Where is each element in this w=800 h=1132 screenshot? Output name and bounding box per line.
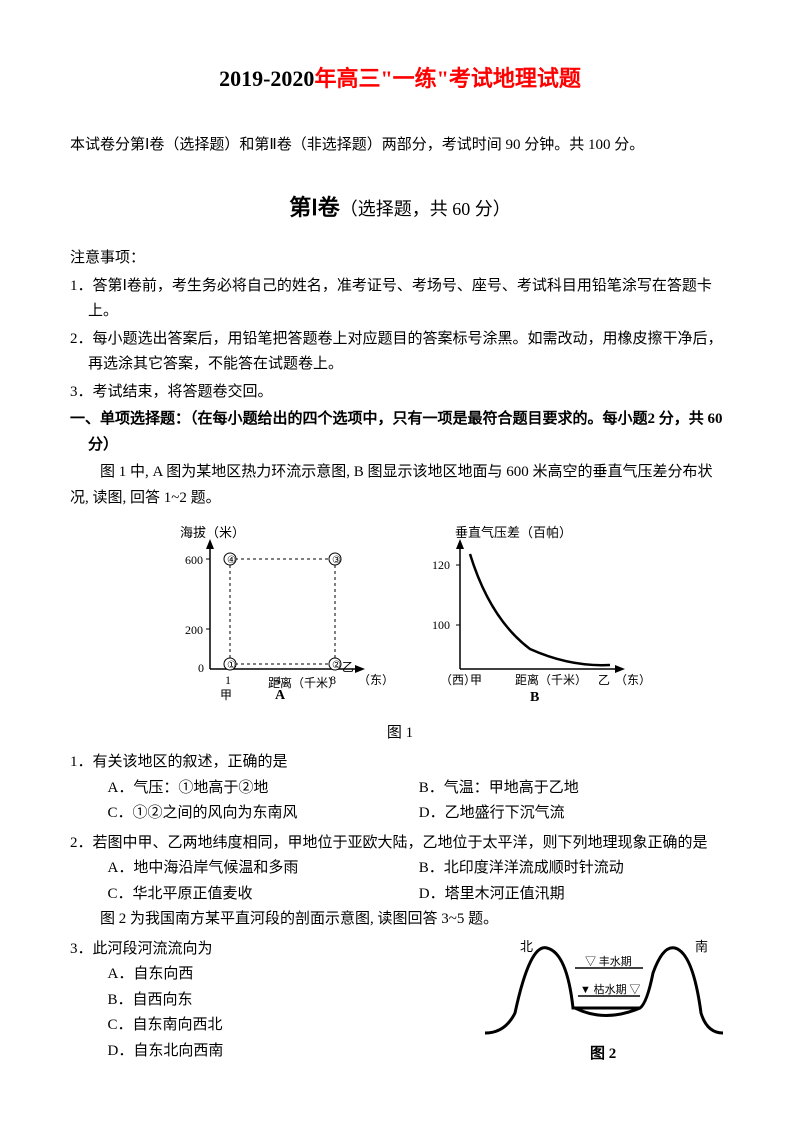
fig1-caption: 图 1	[70, 721, 730, 747]
q3-opt-c: C．自东南向西北	[108, 1013, 471, 1039]
q3-opt-b: B．自西向东	[108, 988, 471, 1014]
q3-options: A．自东向西 B．自西向东 C．自东南向西北 D．自东北向西南	[70, 962, 470, 1064]
page-title: 2019-2020年高三"一练"考试地理试题	[70, 60, 730, 97]
fig2-low-water: ▼ 枯水期 ▽	[580, 982, 640, 996]
svg-text:120: 120	[432, 558, 450, 572]
fig1-intro: 图 1 中, A 图为某地区热力环流示意图, B 图显示该地区地面与 600 米…	[70, 460, 730, 511]
chart-b-xlabel: 距离（千米）	[515, 672, 587, 687]
section-1-heading: 第Ⅰ卷（选择题，共 60 分）	[70, 189, 730, 226]
section-1-big: 第Ⅰ卷	[289, 195, 340, 220]
exam-page: 2019-2020年高三"一练"考试地理试题 本试卷分第Ⅰ卷（选择题）和第Ⅱ卷（…	[0, 0, 800, 1112]
svg-text:乙: 乙	[598, 673, 610, 687]
chart-a-panel-label: A	[275, 688, 286, 703]
section-1-small: （选择题，共 60 分）	[340, 199, 511, 219]
chart-a-xlabel: 距离（千米）	[268, 675, 340, 690]
q3-opt-d: D．自东北向西南	[108, 1039, 471, 1065]
notice-item-1: 1．答第Ⅰ卷前，考生务必将自己的姓名，准考证号、考场号、座号、考试科目用铅笔涂写…	[70, 274, 730, 325]
q3-stem: 3．此河段河流流向为	[70, 937, 470, 963]
svg-text:600: 600	[185, 553, 203, 567]
fig2-south-label: 南	[695, 939, 708, 954]
q1-opt-d: D．乙地盛行下沉气流	[419, 801, 730, 827]
q1-stem: 1．有关该地区的叙述，正确的是	[70, 750, 730, 776]
svg-text:0: 0	[198, 661, 204, 675]
chart-b: 垂直气压差（百帕） 120 100 甲 乙 （西） 距离（千米） （东） B	[432, 525, 650, 705]
svg-text:1: 1	[225, 673, 231, 687]
title-red: 年高三"一练"考试地理试题	[314, 66, 580, 91]
fig2-high-water: ▽ 丰水期	[585, 955, 632, 968]
fig2-north-label: 北	[520, 939, 533, 954]
q1-opt-c: C．①②之间的风向为东南风	[108, 801, 419, 827]
fig2-intro: 图 2 为我国南方某平直河段的剖面示意图, 读图回答 3~5 题。	[70, 907, 730, 933]
q2-stem: 2．若图中甲、乙两地纬度相同，甲地位于亚欧大陆，乙地位于太平洋，则下列地理现象正…	[70, 831, 730, 857]
svg-text:甲: 甲	[220, 688, 232, 702]
notice-heading: 注意事项：	[70, 246, 730, 272]
svg-text:200: 200	[185, 623, 203, 637]
svg-text:（东）: （东）	[615, 673, 650, 687]
q2-opt-c: C．华北平原正值麦收	[108, 882, 419, 908]
svg-text:（东）: （东）	[358, 673, 394, 687]
fig2-caption: 图 2	[590, 1045, 616, 1062]
svg-text:④: ④	[227, 555, 236, 566]
figure-1: 海拔（米） 600 200 0 1 4 8 （东）	[70, 519, 730, 746]
q1-options: A．气压：①地高于②地 B．气温：甲地高于乙地 C．①②之间的风向为东南风 D．…	[70, 776, 730, 827]
svg-text:乙: 乙	[342, 660, 354, 674]
notice-item-3: 3．考试结束，将答题卷交回。	[70, 380, 730, 406]
intro-text: 本试卷分第Ⅰ卷（选择题）和第Ⅱ卷（非选择题）两部分，考试时间 90 分钟。共 1…	[70, 133, 730, 159]
notice-item-2: 2．每小题选出答案后，用铅笔把答题卷上对应题目的答案标号涂黑。如需改动，用橡皮擦…	[70, 327, 730, 378]
chart-a-ylabel: 海拔（米）	[180, 525, 245, 540]
figure-2: 北 南 ▽ 丰水期 ▼ 枯水期 ▽ 图 2	[470, 933, 730, 1073]
svg-text:①: ①	[227, 660, 236, 671]
figure-1-svg: 海拔（米） 600 200 0 1 4 8 （东）	[150, 519, 650, 709]
svg-text:（西）: （西）	[440, 673, 476, 687]
title-year: 2019-2020	[219, 66, 314, 91]
svg-text:②: ②	[332, 660, 341, 671]
q2-opt-a: A．地中海沿岸气候温和多雨	[108, 856, 419, 882]
chart-a: 海拔（米） 600 200 0 1 4 8 （东）	[180, 525, 394, 703]
chart-b-panel-label: B	[530, 690, 539, 705]
chart-b-ylabel: 垂直气压差（百帕）	[455, 525, 572, 540]
svg-text:100: 100	[432, 618, 450, 632]
part1-heading: 一、单项选择题：（在每小题给出的四个选项中，只有一项是最符合题目要求的。每小题2…	[70, 407, 730, 458]
q1-opt-a: A．气压：①地高于②地	[108, 776, 419, 802]
svg-text:③: ③	[332, 555, 341, 566]
figure-2-svg: 北 南 ▽ 丰水期 ▼ 枯水期 ▽ 图 2	[475, 933, 725, 1063]
q2-options: A．地中海沿岸气候温和多雨 B．北印度洋洋流成顺时针流动 C．华北平原正值麦收 …	[70, 856, 730, 907]
q1-opt-b: B．气温：甲地高于乙地	[419, 776, 730, 802]
q2-opt-d: D．塔里木河正值汛期	[419, 882, 730, 908]
q2-opt-b: B．北印度洋洋流成顺时针流动	[419, 856, 730, 882]
q3-opt-a: A．自东向西	[108, 962, 471, 988]
